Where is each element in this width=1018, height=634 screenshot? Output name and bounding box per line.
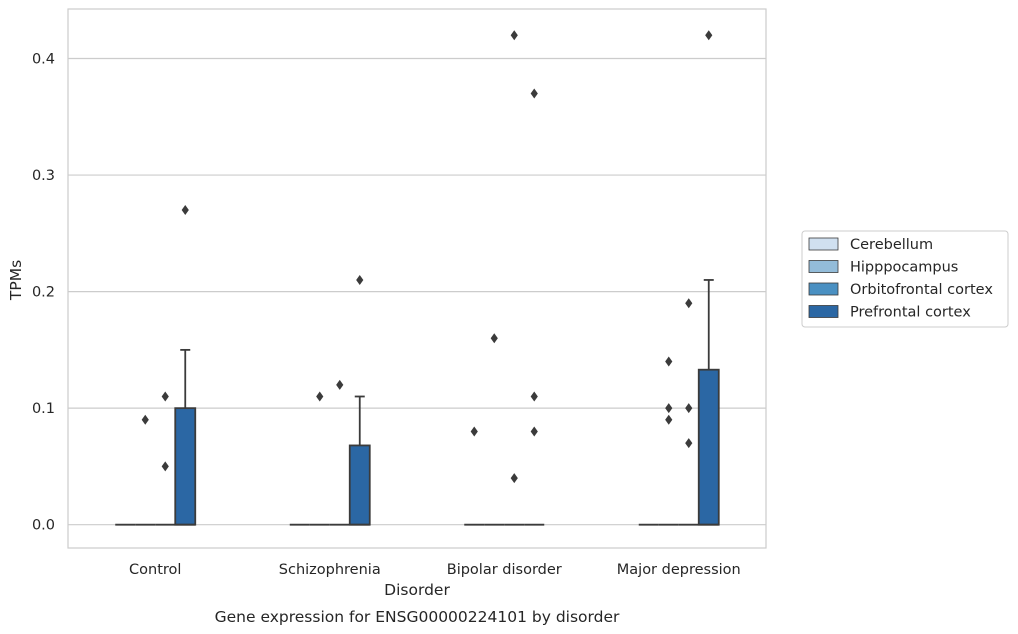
y-tick-labels: 0.0 0.1 0.2 0.3 0.4 [32,52,55,534]
outlier-point [685,298,693,309]
outlier-point [530,426,538,437]
y-tick-label: 0.2 [32,285,55,301]
outlier-point [685,438,693,449]
outlier-point [141,414,149,425]
legend-swatch [808,305,839,318]
x-tick-label: Control [129,562,181,578]
outlier-point [665,414,673,425]
outlier-point [161,391,169,402]
y-tick-label: 0.3 [32,168,55,184]
outlier-point [530,88,538,99]
outlier-point [336,379,344,390]
legend-label: Orbitofrontal cortex [850,282,993,298]
x-tick-labels: Control Schizophrenia Bipolar disorder Majo… [129,562,741,578]
plot-frame [67,8,767,549]
chart-caption: Gene expression for ENSG00000224101 by d… [215,608,620,626]
box-prefrontal-cortex [348,444,371,526]
legend-label: Prefrontal cortex [850,305,971,321]
outlier-point [665,403,673,414]
legend-swatch [808,237,839,251]
outlier-point [705,30,713,41]
y-tick-label: 0.1 [32,401,55,417]
outlier-point [490,333,498,344]
outlier-point [316,391,324,402]
y-tick-label: 0.4 [32,52,55,68]
outlier-point [356,274,364,285]
x-tick-label: Schizophrenia [279,562,381,578]
legend: Cerebellum Hipppocampus Orbitofrontal cort… [801,230,1009,328]
outlier-point [530,391,538,402]
plot-marks [115,30,720,526]
legend-label: Cerebellum [850,237,933,253]
outlier-point [470,426,478,437]
outlier-point [685,403,693,414]
x-tick-label: Major depression [617,562,741,578]
box-prefrontal-cortex [697,368,720,526]
outlier-point [510,30,518,41]
box-prefrontal-cortex [174,407,197,526]
legend-swatch [808,282,839,296]
y-axis-label: TPMs [7,260,25,301]
gridlines [68,57,766,526]
outlier-point [181,205,189,216]
x-axis-label: Disorder [384,581,450,599]
legend-swatch [808,260,839,273]
y-tick-label: 0.0 [32,518,55,534]
legend-frame [801,230,1009,328]
legend-label: Hipppocampus [850,260,958,276]
outlier-point [510,473,518,484]
outlier-point [665,356,673,367]
x-tick-label: Bipolar disorder [447,562,562,578]
outlier-point [161,461,169,472]
